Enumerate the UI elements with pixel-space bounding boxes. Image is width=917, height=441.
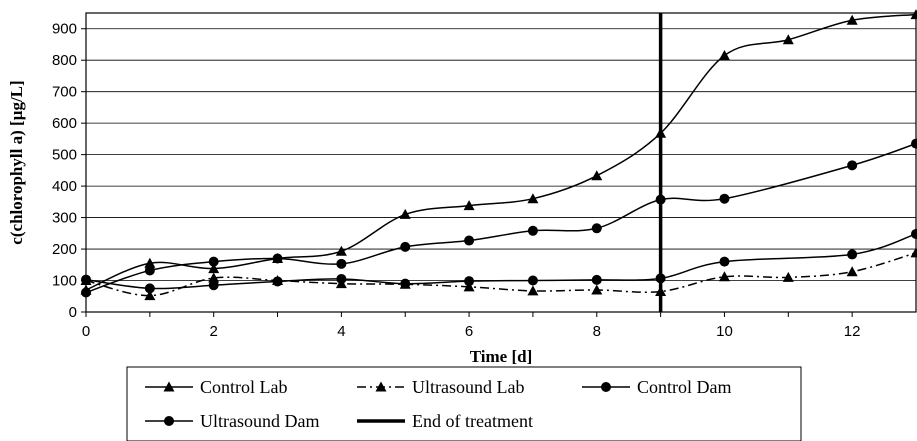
legend: Control Lab Ultrasound Lab Control Dam Ultr… bbox=[126, 366, 802, 441]
data-point bbox=[591, 284, 603, 295]
data-point bbox=[208, 280, 219, 291]
y-tick-label: 100 bbox=[52, 273, 77, 290]
data-point bbox=[527, 225, 538, 236]
y-tick-label: 0 bbox=[69, 304, 77, 321]
legend-item: Ultrasound Dam bbox=[145, 411, 319, 431]
data-point bbox=[846, 14, 858, 25]
data-point bbox=[782, 34, 794, 45]
data-point bbox=[463, 281, 475, 292]
legend-item: Control Lab bbox=[145, 377, 288, 397]
data-point bbox=[400, 278, 411, 289]
data-point bbox=[591, 170, 603, 181]
y-tick-label: 500 bbox=[52, 147, 77, 164]
legend-marker bbox=[163, 381, 175, 392]
data-point bbox=[335, 245, 347, 256]
data-point bbox=[272, 253, 283, 264]
data-point bbox=[655, 127, 667, 138]
data-point bbox=[144, 283, 155, 294]
legend-label: Ultrasound Dam bbox=[200, 411, 319, 431]
data-point bbox=[847, 160, 858, 171]
data-point bbox=[208, 272, 220, 283]
data-point bbox=[527, 285, 539, 296]
data-point bbox=[527, 193, 539, 204]
data-point bbox=[464, 235, 475, 246]
data-point bbox=[144, 265, 155, 276]
series-control-dam bbox=[81, 138, 917, 298]
data-point bbox=[336, 273, 347, 284]
data-point bbox=[144, 290, 156, 301]
y-tick-label: 200 bbox=[52, 241, 77, 258]
data-point bbox=[718, 49, 730, 60]
data-point bbox=[719, 256, 730, 267]
data-point bbox=[910, 9, 917, 20]
legend-item: Control Dam bbox=[582, 377, 732, 397]
data-point bbox=[591, 274, 602, 285]
data-point bbox=[782, 271, 794, 282]
legend-marker bbox=[375, 381, 387, 392]
y-tick-label: 700 bbox=[52, 84, 77, 101]
data-point bbox=[336, 258, 347, 269]
data-point bbox=[655, 194, 666, 205]
data-point bbox=[846, 266, 858, 277]
data-point bbox=[399, 208, 411, 219]
data-point bbox=[655, 286, 667, 297]
legend-label: End of treatment bbox=[412, 411, 533, 431]
data-point bbox=[463, 200, 475, 211]
data-point bbox=[591, 223, 602, 234]
series-line bbox=[85, 13, 917, 291]
data-point bbox=[272, 276, 283, 287]
legend-marker bbox=[164, 416, 174, 426]
x-tick-label: 8 bbox=[593, 323, 601, 340]
x-tick-label: 6 bbox=[465, 323, 473, 340]
x-tick-label: 4 bbox=[337, 323, 345, 340]
x-axis-title: Time [d] bbox=[470, 347, 533, 366]
data-point bbox=[847, 249, 858, 260]
series-ultrasound-dam bbox=[81, 228, 917, 294]
y-tick-label: 800 bbox=[52, 52, 77, 69]
series-control-lab bbox=[80, 9, 917, 295]
data-point bbox=[464, 276, 475, 287]
y-tick-label: 900 bbox=[52, 21, 77, 38]
y-tick-label: 400 bbox=[52, 178, 77, 195]
data-point bbox=[655, 273, 666, 284]
data-point bbox=[144, 257, 156, 268]
legend-item: End of treatment bbox=[357, 411, 533, 431]
legend-item: Ultrasound Lab bbox=[357, 377, 524, 397]
legend-marker bbox=[601, 382, 611, 392]
data-point bbox=[718, 271, 730, 282]
x-tick-label: 12 bbox=[844, 323, 861, 340]
legend-label: Ultrasound Lab bbox=[412, 377, 524, 397]
y-axis-title: c(chlorophyll a) [µg/L] bbox=[7, 80, 26, 244]
data-point bbox=[527, 275, 538, 286]
plot-area-frame bbox=[85, 12, 917, 313]
legend-label: Control Lab bbox=[200, 377, 288, 397]
data-point bbox=[208, 263, 220, 274]
y-tick-label: 600 bbox=[52, 115, 77, 132]
data-point bbox=[208, 256, 219, 267]
x-tick-label: 10 bbox=[716, 323, 733, 340]
y-tick-label: 300 bbox=[52, 210, 77, 227]
legend-label: Control Dam bbox=[637, 377, 732, 397]
x-tick-label: 2 bbox=[210, 323, 218, 340]
series-ultrasound-lab bbox=[80, 247, 917, 301]
data-point bbox=[719, 193, 730, 204]
data-point bbox=[910, 247, 917, 258]
x-tick-label: 0 bbox=[82, 323, 90, 340]
data-point bbox=[400, 241, 411, 252]
